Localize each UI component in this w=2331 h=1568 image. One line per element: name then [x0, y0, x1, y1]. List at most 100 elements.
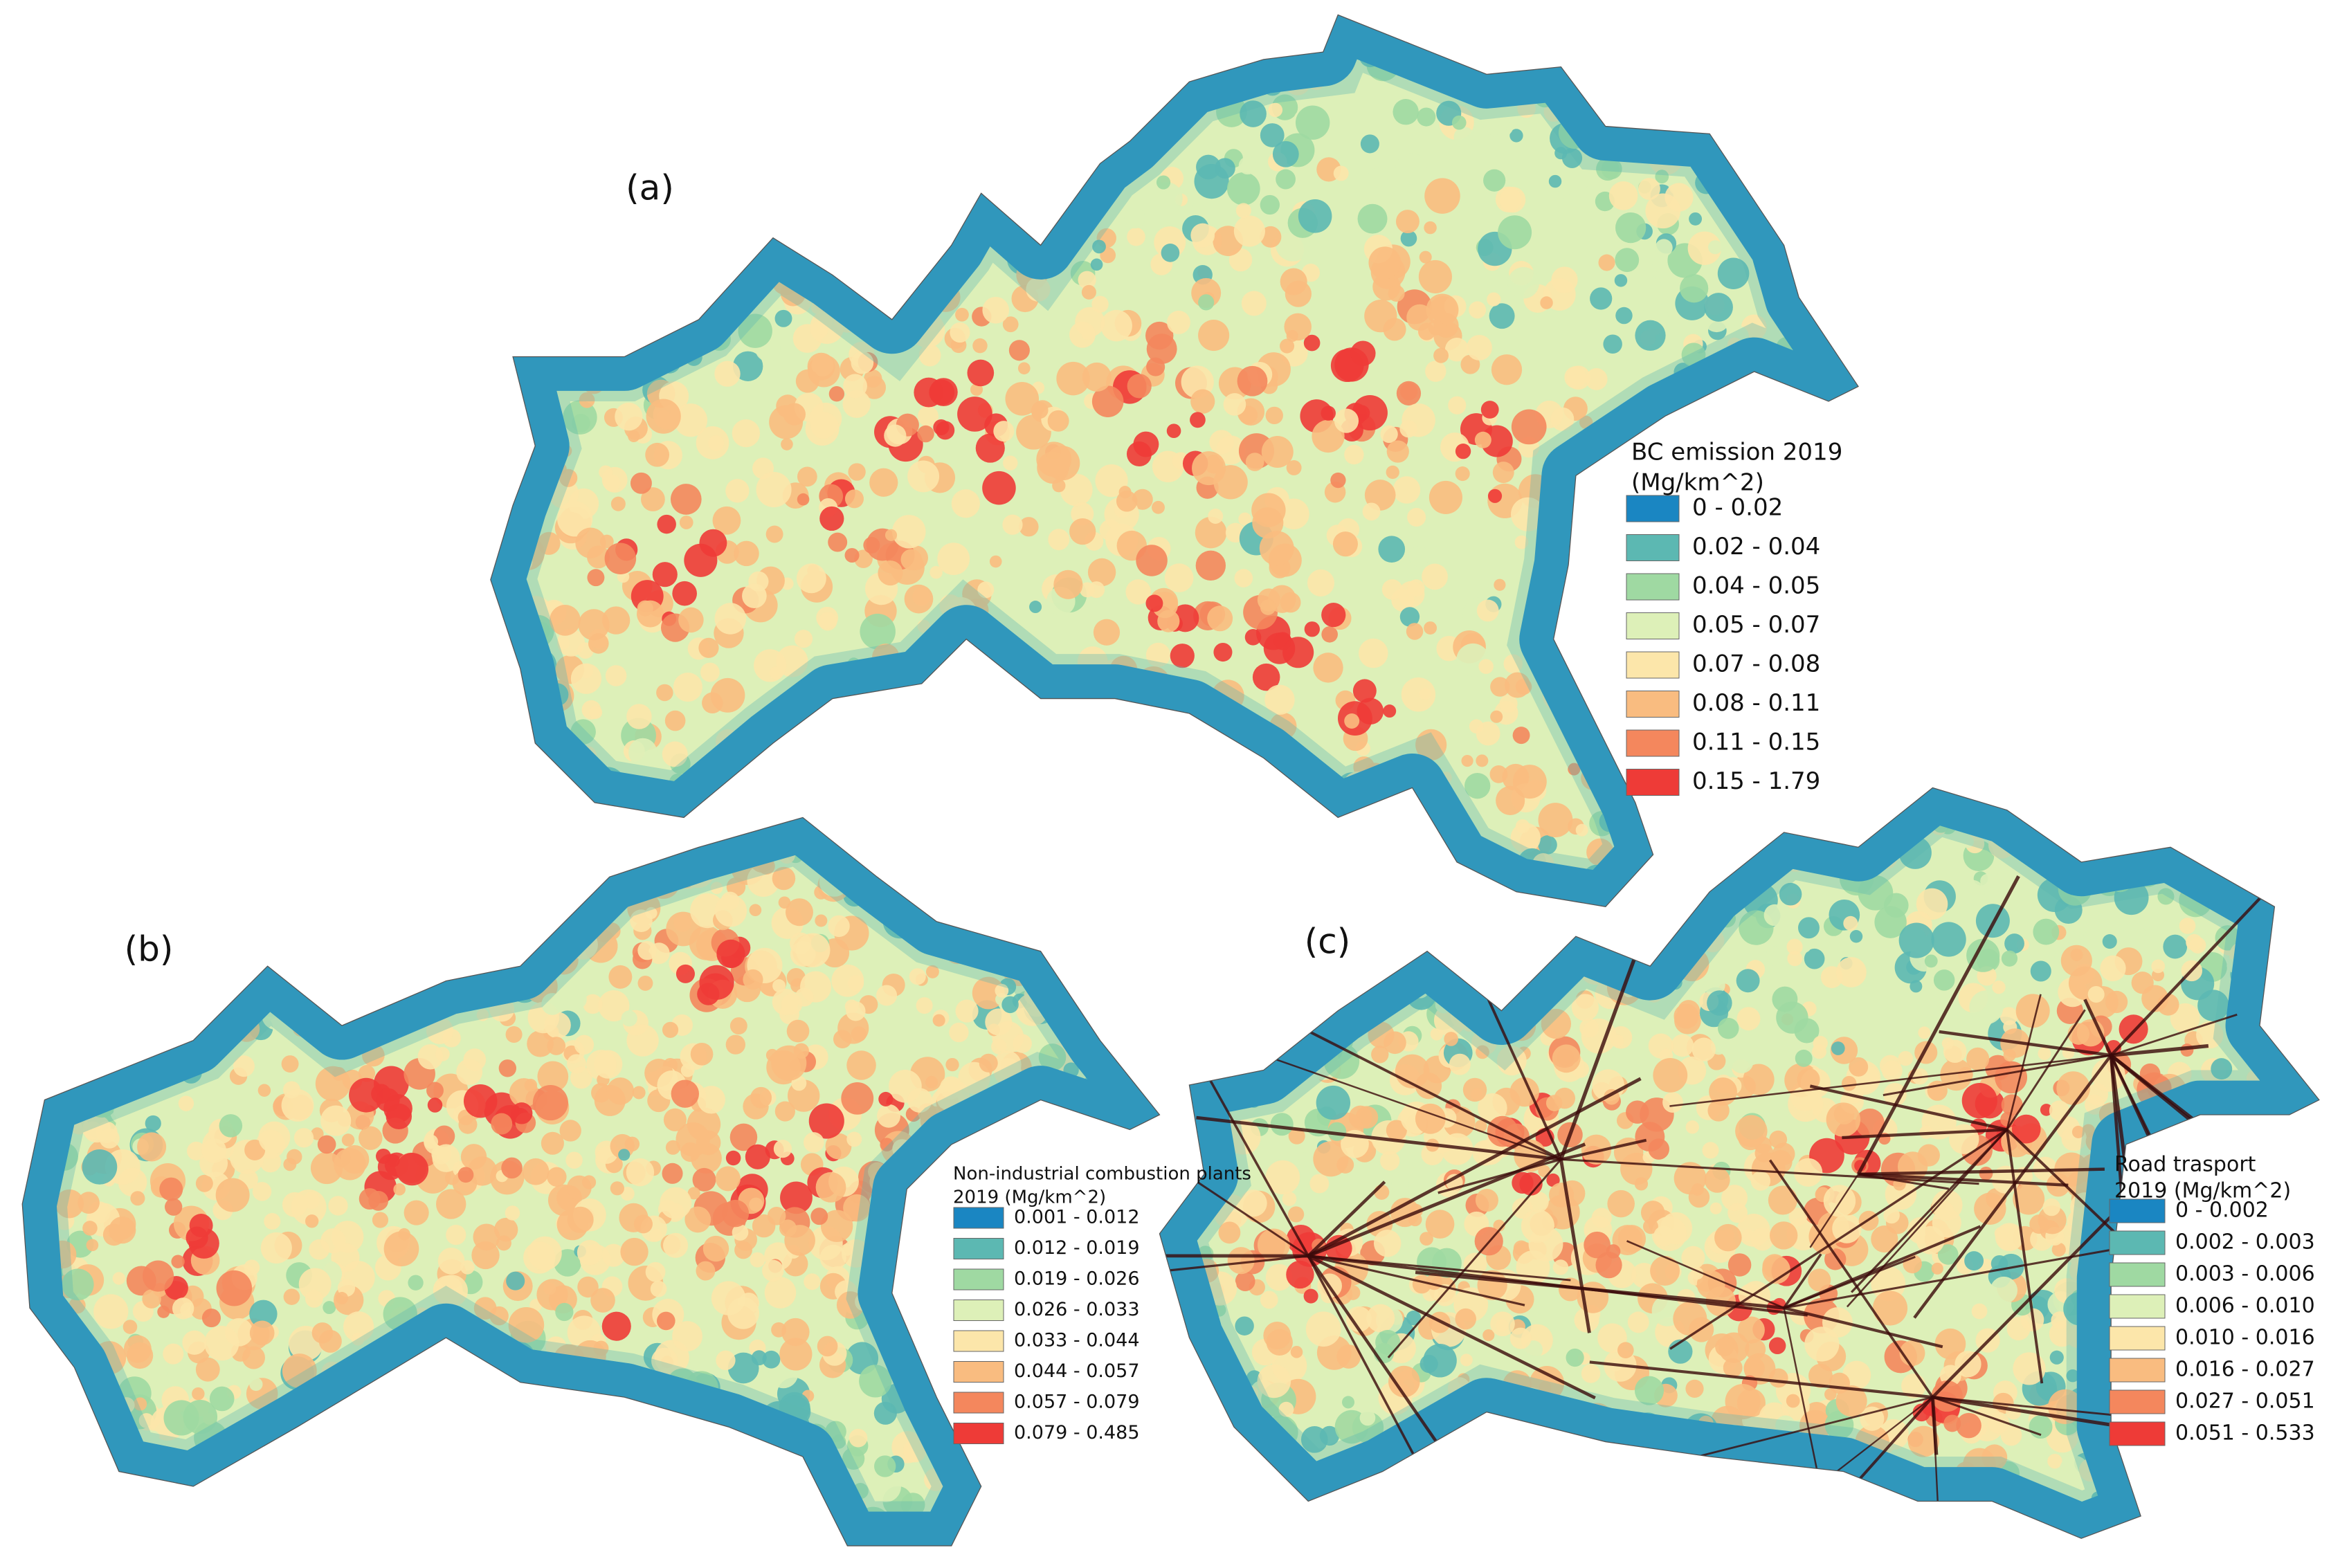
map-patch: [783, 210, 810, 237]
map-patch: [2267, 1459, 2302, 1493]
map-patch: [434, 847, 460, 873]
map-patch: [932, 697, 947, 713]
map-patch: [1213, 643, 1233, 662]
map-patch: [1741, 800, 1777, 835]
map-patch: [1161, 244, 1180, 262]
map-patch: [1202, 830, 1234, 862]
map-patch: [1277, 939, 1294, 956]
map-patch: [1681, 1246, 1705, 1270]
map-patch: [934, 780, 955, 801]
map-patch: [610, 817, 628, 835]
map-patch: [2309, 1138, 2319, 1157]
map-patch: [1088, 581, 1105, 599]
map-patch: [1790, 122, 1825, 158]
map-patch: [567, 855, 599, 887]
map-patch: [1979, 1166, 1993, 1180]
map-patch: [1999, 1007, 2018, 1025]
map-patch: [1786, 1394, 1800, 1408]
map-patch: [2066, 1369, 2079, 1383]
map-patch: [920, 15, 952, 35]
map-patch: [1288, 1127, 1305, 1145]
map-patch: [1234, 814, 1255, 835]
map-patch: [405, 1479, 435, 1510]
map-patch: [1150, 832, 1179, 860]
map-patch: [1045, 83, 1071, 109]
map-patch: [1512, 1172, 1534, 1194]
map-patch: [672, 581, 697, 606]
map-patch: [1083, 844, 1098, 859]
map-patch: [670, 1491, 687, 1508]
map-patch: [662, 83, 683, 104]
map-patch: [656, 1311, 675, 1331]
map-patch: [804, 761, 829, 786]
map-patch: [637, 283, 660, 305]
map-patch: [488, 1387, 518, 1417]
map-patch: [979, 1053, 998, 1073]
map-patch: [80, 817, 94, 830]
map-patch: [1071, 883, 1103, 913]
map-patch: [45, 1510, 71, 1535]
map-patch: [1744, 52, 1771, 79]
map-patch: [1588, 525, 1619, 555]
map-patch: [1235, 1316, 1254, 1335]
map-patch: [2104, 821, 2125, 842]
map-patch: [1334, 408, 1359, 433]
map-patch: [332, 1067, 346, 1081]
map-patch: [300, 1537, 313, 1546]
map-patch: [496, 885, 518, 907]
map-patch: [1040, 201, 1062, 222]
map-patch: [1061, 55, 1076, 70]
map-patch: [399, 1390, 415, 1407]
map-patch: [1265, 1264, 1293, 1291]
map-patch: [1327, 1122, 1347, 1141]
map-patch: [123, 1320, 138, 1334]
map-patch: [432, 1144, 460, 1172]
map-patch: [60, 907, 73, 921]
map-patch: [535, 215, 568, 248]
map-patch: [1313, 1141, 1349, 1177]
map-patch: [1282, 1192, 1297, 1206]
map-patch: [1831, 16, 1859, 50]
map-patch: [22, 1511, 39, 1542]
map-patch: [1132, 1463, 1146, 1477]
map-patch: [1380, 425, 1398, 444]
map-patch: [535, 74, 570, 109]
map-patch: [575, 527, 606, 558]
map-patch: [498, 92, 520, 114]
map-patch: [1211, 29, 1235, 52]
map-patch: [1224, 848, 1240, 863]
map-patch: [1480, 1419, 1512, 1452]
map-patch: [1146, 357, 1166, 376]
map-patch: [539, 888, 565, 913]
map-patch: [1703, 974, 1725, 996]
map-patch: [257, 817, 281, 835]
map-patch: [1221, 742, 1236, 758]
legend-swatch: [953, 1423, 1004, 1444]
map-patch: [2011, 1114, 2041, 1144]
map-patch: [2070, 948, 2083, 961]
map-patch: [1265, 406, 1283, 425]
map-patch: [2042, 1198, 2060, 1216]
map-patch: [47, 861, 61, 875]
map-patch: [2217, 1459, 2244, 1486]
map-patch: [81, 1519, 97, 1535]
map-patch: [650, 1280, 667, 1297]
map-patch: [1659, 839, 1674, 853]
map-patch: [714, 361, 741, 387]
map-patch: [855, 270, 872, 286]
map-patch: [673, 403, 708, 437]
map-patch: [591, 83, 610, 102]
legend-swatch: [1626, 651, 1680, 679]
map-patch: [69, 1413, 93, 1439]
map-patch: [1116, 491, 1138, 512]
map-patch: [1391, 1176, 1409, 1194]
map-patch: [323, 1301, 336, 1315]
map-patch: [182, 841, 209, 868]
map-patch: [1271, 794, 1287, 812]
map-patch: [610, 51, 631, 72]
legend-label: 0 - 0.02: [1692, 494, 1783, 522]
map-patch: [1417, 322, 1435, 340]
map-patch: [541, 895, 562, 907]
map-patch: [692, 1167, 716, 1192]
map-patch: [505, 1205, 520, 1221]
